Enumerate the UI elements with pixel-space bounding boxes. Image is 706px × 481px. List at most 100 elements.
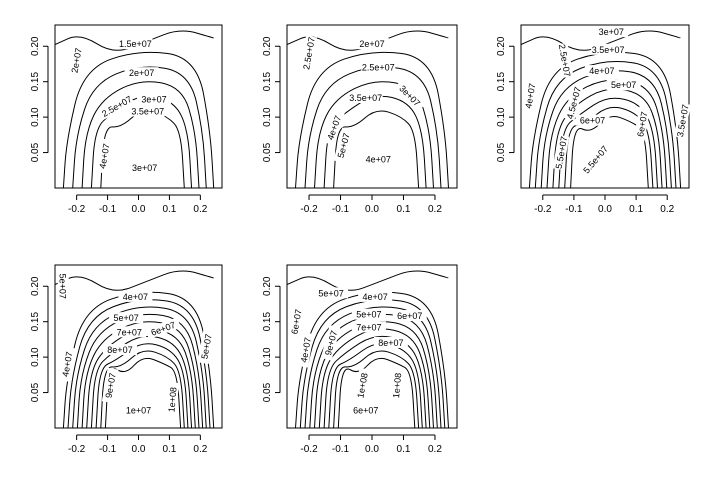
contour-line (333, 350, 420, 428)
contour-label: 2.5e+07 (362, 63, 395, 73)
contour-label-bg (297, 332, 314, 368)
contour-label-bg (355, 38, 389, 50)
contour-label-bg (118, 38, 153, 50)
y-tick-label: 0.05 (262, 142, 273, 162)
y-tick-label: 0.20 (30, 36, 41, 56)
y-tick-label: 0.10 (496, 107, 507, 127)
y-tick-label: 0.05 (496, 142, 507, 162)
x-tick-label: -0.1 (99, 204, 117, 215)
contour-label-bg (361, 61, 396, 73)
contour-label-bg (333, 127, 353, 164)
x-tick-label: 0.0 (365, 204, 379, 215)
contour-label-bg (124, 67, 159, 79)
contour-label: 6e+07 (353, 405, 378, 415)
contour-label: 3e+07 (599, 27, 624, 37)
contour-label: 2e+07 (359, 39, 384, 49)
contour-label: 1e+08 (355, 372, 369, 399)
x-tick-label: -0.2 (534, 204, 552, 215)
y-tick-label: 0.20 (262, 276, 273, 296)
contour-label: 2.5e+07 (100, 94, 133, 119)
contour-label-bg (556, 42, 574, 79)
y-tick-label: 0.10 (262, 107, 273, 127)
contour-label: 3e+07 (132, 163, 157, 173)
contour-label: 5e+07 (611, 80, 636, 90)
contour-label: 4e+07 (589, 66, 614, 76)
contour-label-bg (594, 26, 629, 38)
contour-panel-4: -0.2 -0.1 0.0 0.1 0.2 0.05 0.10 0.15 0.20 5e+07 4e… (30, 264, 223, 455)
contour-label: 5e+07 (58, 274, 68, 299)
contour-label: 5e+07 (318, 288, 343, 298)
contour-label-bg (99, 92, 135, 120)
contour-label-bg (521, 78, 539, 114)
contour-label: 4e+07 (366, 155, 391, 165)
contour-label-bg (389, 368, 404, 403)
contour-line (95, 343, 189, 428)
contour-label: 5e+07 (199, 333, 213, 360)
contour-label-bg (580, 142, 611, 176)
contour-label: 3.5e+07 (675, 104, 691, 138)
y-tick-label: 0.20 (30, 276, 41, 296)
x-tick-label: 0.2 (660, 204, 674, 215)
contour-line (287, 270, 449, 291)
x-tick-label: -0.1 (332, 204, 350, 215)
x-tick-label: -0.2 (68, 444, 86, 455)
contour-line (81, 81, 200, 188)
contour-label-bg (102, 344, 137, 356)
plot-frame (54, 24, 223, 189)
contour-label-bg (118, 290, 153, 302)
contour-label-bg (320, 324, 341, 361)
x-tick-label: 0.2 (428, 204, 442, 215)
x-tick-label: 0.1 (397, 444, 411, 455)
contour-panel-1: -0.2 -0.1 0.0 0.1 0.2 0.05 0.10 0.15 0.20 1.5e+07… (30, 24, 223, 215)
contour-line (295, 51, 449, 188)
contour-label-bg (591, 43, 626, 55)
contour-label: 4e+07 (60, 351, 74, 378)
contour-label-bg (127, 162, 162, 174)
contour-label-bg (197, 328, 215, 365)
contour-label-bg (584, 65, 619, 77)
contour-label-bg (633, 106, 651, 142)
contour-label-bg (348, 404, 383, 416)
contour-label: 5e+07 (113, 313, 138, 323)
contour-label-bg (300, 35, 317, 71)
contour-label: 7e+07 (356, 322, 381, 332)
contour-label: 3.5e+07 (592, 45, 625, 55)
contour-label: 7e+07 (117, 327, 142, 337)
contour-line (100, 110, 185, 188)
contour-label-bg (351, 308, 386, 320)
contour-label: 2.5e+07 (557, 43, 573, 77)
contour-label: 4e+07 (123, 292, 148, 302)
contour-label: 1e+07 (126, 405, 151, 415)
contour-label: 4e+07 (299, 337, 313, 364)
contour-label-bg (67, 42, 85, 79)
contour-label: 5.5e+07 (581, 144, 610, 176)
contour-line (328, 343, 423, 428)
contour-label-bg (314, 287, 349, 299)
contour-line (534, 61, 677, 188)
contour-label-bg (109, 312, 144, 324)
contour-label-bg (348, 91, 383, 103)
contour-label: 3e+07 (141, 94, 166, 104)
contour-panel-2: -0.2 -0.1 0.0 0.1 0.2 0.05 0.10 0.15 0.20 2e+07 2.… (262, 24, 458, 215)
contour-label-bg (353, 367, 371, 404)
contour-label: 9e+07 (104, 372, 118, 399)
contour-label: 4e+07 (97, 143, 111, 170)
contour-line (100, 350, 185, 428)
contour-label: 1.5e+07 (119, 39, 152, 49)
contour-label: 2.5e+07 (301, 36, 317, 70)
contour-label-bg (351, 321, 386, 333)
contour-label: 9e+07 (323, 329, 339, 356)
contour-line (314, 81, 434, 188)
y-tick-label: 0.05 (262, 382, 273, 402)
x-tick-label: 0.1 (162, 204, 176, 215)
contour-line (564, 106, 654, 188)
contour-label: 3.5e+07 (349, 93, 382, 103)
contour-label: 8e+07 (378, 338, 403, 348)
x-tick-label: 0.0 (598, 204, 612, 215)
contour-line (337, 357, 416, 428)
contour-label-bg (58, 346, 76, 382)
x-tick-label: 0.1 (397, 204, 411, 215)
contour-line (304, 306, 442, 428)
contour-label: 5e+07 (356, 310, 381, 320)
y-tick-label: 0.05 (30, 142, 41, 162)
